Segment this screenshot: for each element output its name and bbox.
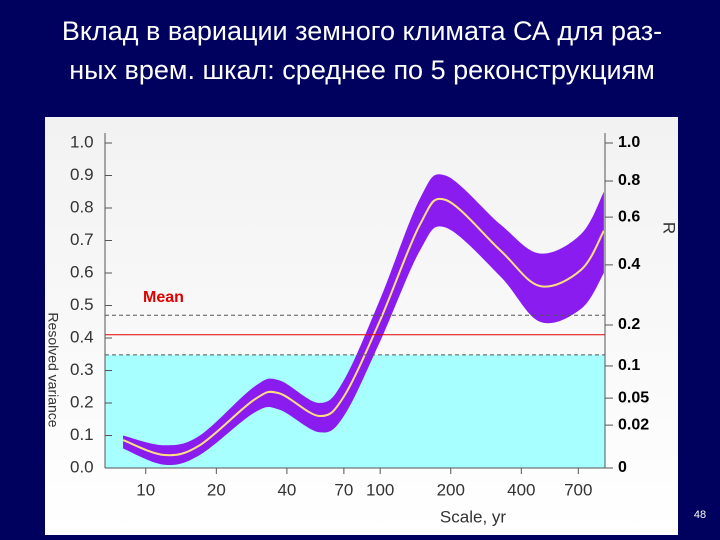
x-axis-label: Scale, yr <box>440 507 506 526</box>
y2-tick-label: 0.02 <box>618 416 649 433</box>
x-tick-label: 100 <box>366 480 394 499</box>
plot: Mean 0.0 0.1 0.2 0.3 0.4 0.5 0.6 0.7 0.8 0.9 1.0 1.0… <box>45 132 678 526</box>
x-tick-label: 20 <box>207 480 226 499</box>
y2-tick-label: 1.0 <box>618 134 640 151</box>
x-tick-label: 40 <box>277 480 296 499</box>
x-tick-label: 400 <box>507 480 535 499</box>
x-tick-label: 10 <box>136 480 155 499</box>
y-tick-label: 0.0 <box>70 457 94 476</box>
y2-axis-label: R <box>660 222 679 234</box>
title-line: ных врем. шкал: среднее по 5 реконструкц… <box>69 55 655 85</box>
mean-label: Mean <box>143 289 184 306</box>
title-line: Вклад в вариации земного климата СА для … <box>62 16 662 46</box>
y-tick-label: 0.3 <box>70 360 94 379</box>
y-tick-label: 1.0 <box>70 132 94 151</box>
y2-tick-label: 0.05 <box>618 389 649 406</box>
y-tick-label: 0.1 <box>70 425 94 444</box>
plot-panel <box>45 117 678 535</box>
x-tick-label: 70 <box>334 480 353 499</box>
x-tick-label: 200 <box>437 480 465 499</box>
y2-tick-label: 0.2 <box>618 316 640 333</box>
y-axis-label: Resolved variance <box>45 312 61 427</box>
y-tick-label: 0.5 <box>70 295 94 314</box>
y-tick-label: 0.4 <box>70 327 94 346</box>
y-tick-label: 0.8 <box>70 197 94 216</box>
y-tick-label: 0.9 <box>70 165 94 184</box>
y2-tick-label: 0.6 <box>618 208 640 225</box>
y-tick-label: 0.6 <box>70 262 94 281</box>
band <box>123 174 604 466</box>
y2-tick-label: 0.1 <box>618 357 640 374</box>
y-tick-label: 0.7 <box>70 230 94 249</box>
y2-tick-label: 0.4 <box>618 256 640 273</box>
y2-tick-label: 0 <box>618 459 627 476</box>
mean-curve <box>122 197 605 457</box>
x-tick-label: 700 <box>564 480 592 499</box>
y2-tick-label: 0.8 <box>618 172 640 189</box>
page-number: 48 <box>694 509 706 521</box>
y-tick-label: 0.2 <box>70 392 94 411</box>
